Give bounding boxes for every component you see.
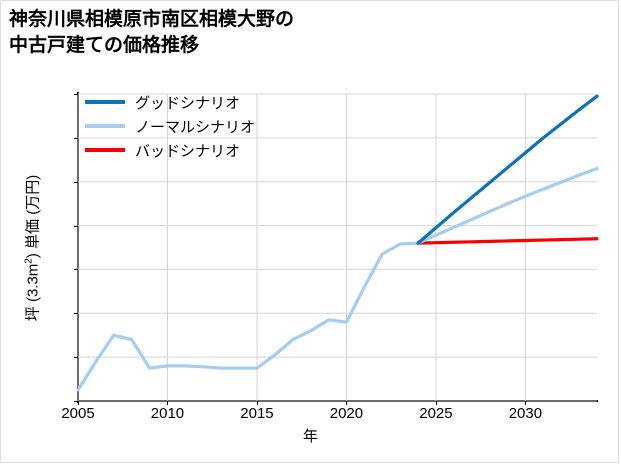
x-tick-mark xyxy=(167,401,169,405)
x-tick-mark xyxy=(435,401,437,405)
legend-color-swatch xyxy=(85,124,125,128)
y-tick-mark xyxy=(74,313,78,315)
x-tick-mark xyxy=(525,401,527,405)
y-tick-mark xyxy=(74,181,78,183)
legend-item-label: ノーマルシナリオ xyxy=(135,118,256,136)
y-axis-label-text: 坪 (3.3m2) 単価 (万円) xyxy=(23,174,42,321)
x-tick-mark xyxy=(78,401,79,405)
y-tick-mark xyxy=(74,94,78,95)
x-tick-label: 2010 xyxy=(150,405,185,422)
legend-item[interactable]: グッドシナリオ xyxy=(85,90,285,114)
series-line xyxy=(416,94,599,245)
x-tick-mark xyxy=(256,401,258,405)
horizontal-gridlines xyxy=(78,93,597,402)
series-layer xyxy=(76,93,599,402)
y-axis-label: 坪 (3.3m2) 単価 (万円) xyxy=(21,94,43,401)
vertical-gridlines xyxy=(77,94,526,401)
plot-area xyxy=(74,93,599,405)
series-paths xyxy=(76,94,599,392)
x-tick-label: 2020 xyxy=(329,405,364,422)
chart-title: 神奈川県相模原市南区相模大野の 中古戸建ての価格推移 xyxy=(9,9,295,56)
x-tick-label: 2005 xyxy=(61,405,95,422)
x-tick-mark xyxy=(346,401,348,405)
x-tick-label: 2025 xyxy=(419,405,453,422)
x-axis-label: 年 xyxy=(302,428,318,445)
legend-item[interactable]: バッドシナリオ xyxy=(85,138,285,162)
legend-item[interactable]: ノーマルシナリオ xyxy=(85,114,285,138)
legend-color-swatch xyxy=(85,100,125,104)
chart-legend: グッドシナリオ ノーマルシナリオ バッドシナリオ xyxy=(85,90,285,162)
legend-item-label: バッドシナリオ xyxy=(135,142,241,160)
y-tick-mark xyxy=(74,225,78,227)
x-tick-label: 2015 xyxy=(240,405,274,422)
series-line xyxy=(76,166,599,392)
legend-color-swatch xyxy=(85,148,125,152)
legend-item-label: グッドシナリオ xyxy=(135,94,241,112)
y-label-superscript: 2 xyxy=(23,257,35,264)
series-line xyxy=(416,237,599,245)
y-tick-mark xyxy=(74,357,78,359)
y-tick-mark xyxy=(74,269,78,271)
y-tick-mark xyxy=(74,401,78,402)
x-tick-label: 2030 xyxy=(508,405,543,422)
y-tick-mark xyxy=(74,137,78,139)
